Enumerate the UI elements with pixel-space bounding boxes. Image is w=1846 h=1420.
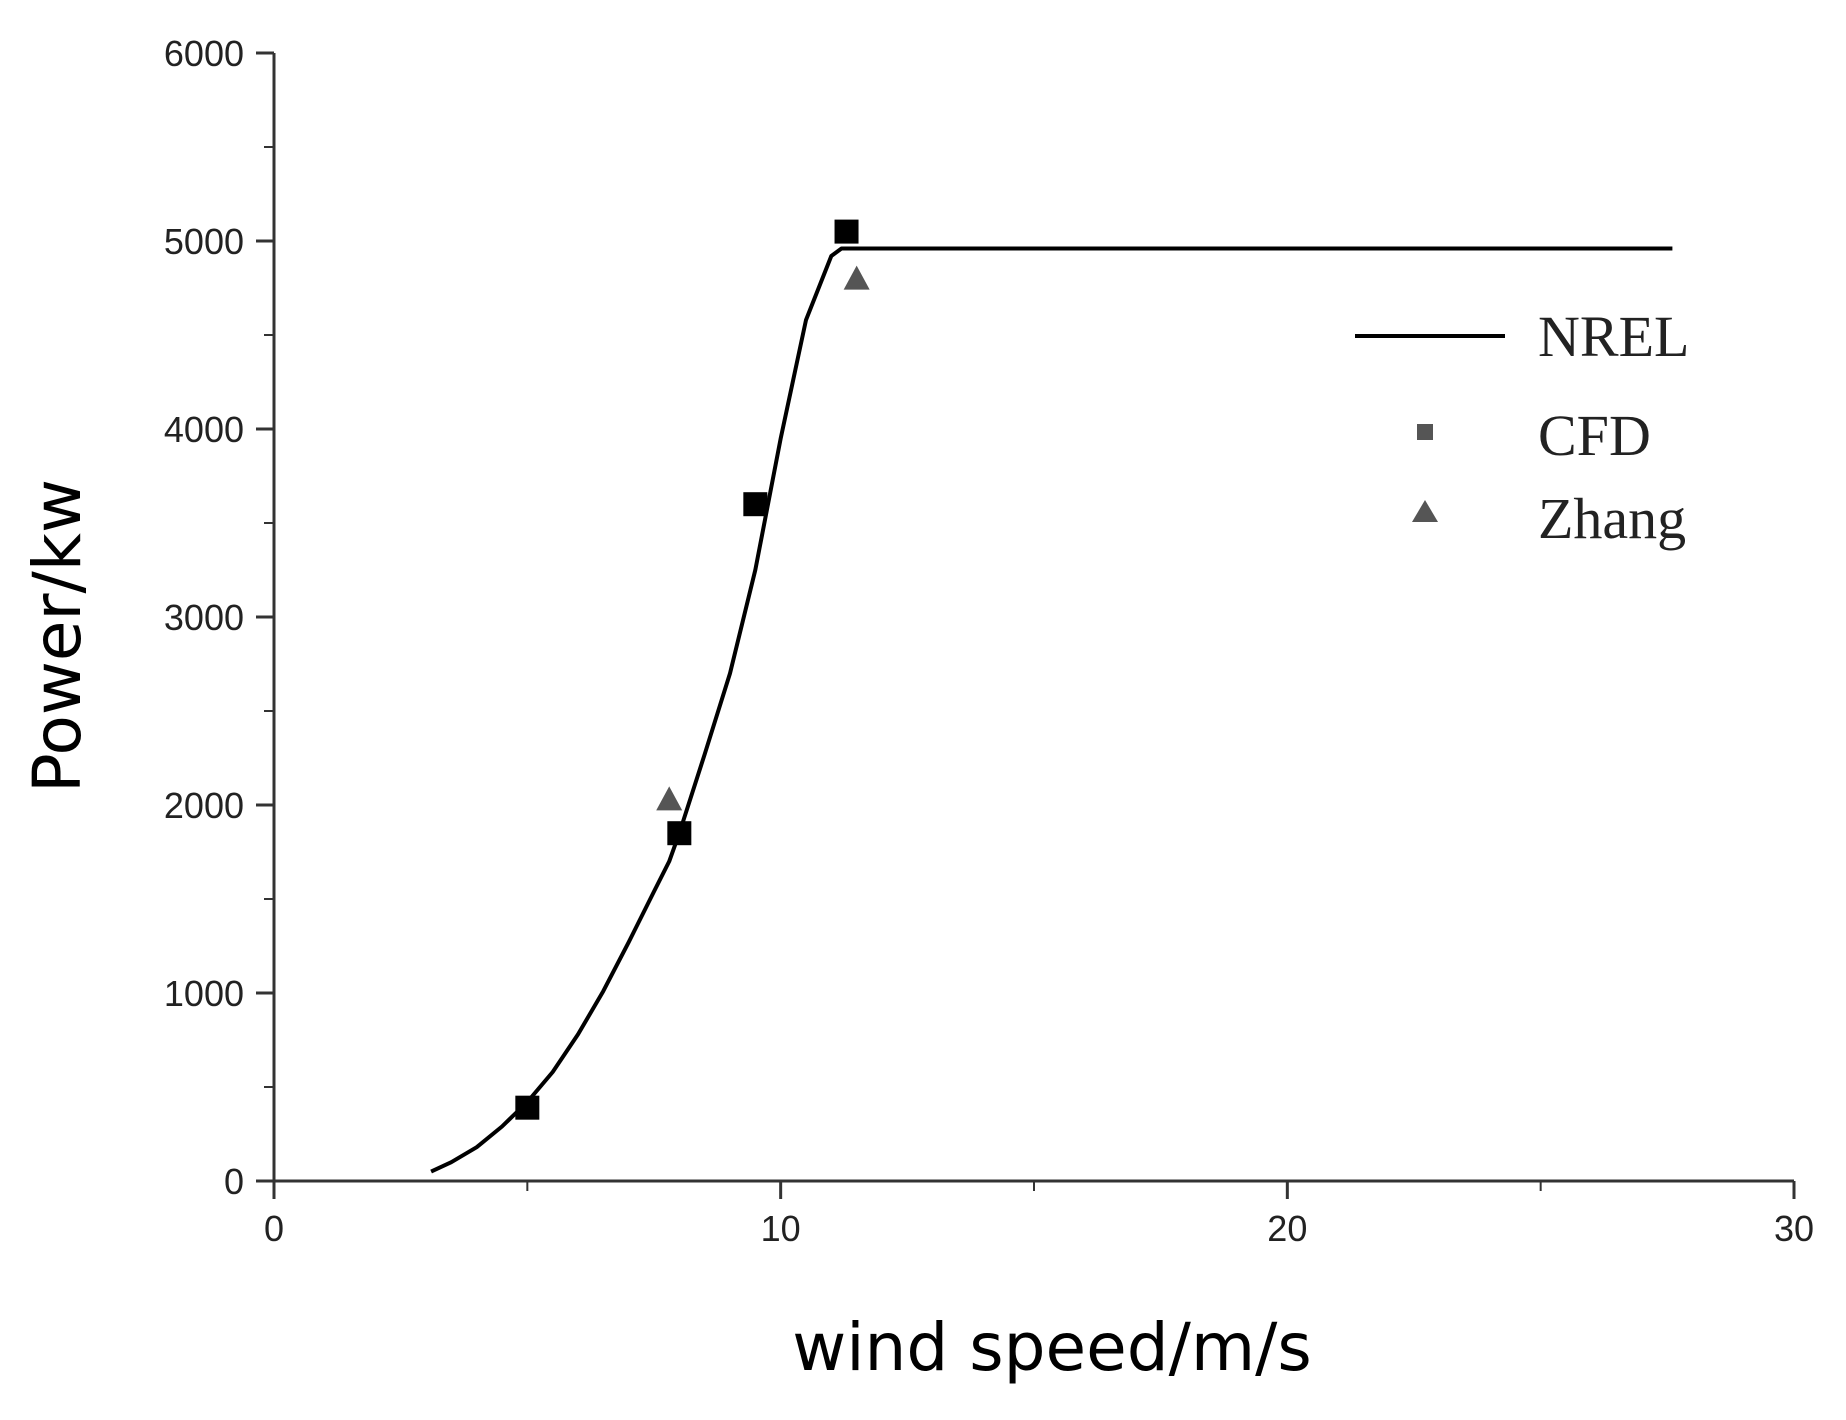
x-tick-label: 20 [1267, 1208, 1307, 1249]
point-cfd [667, 821, 692, 846]
legend-label-zhang: Zhang [1538, 486, 1686, 551]
x-axis-title: wind speed/m/s [792, 1309, 1312, 1386]
y-tick-label: 0 [224, 1161, 244, 1202]
x-tick-label: 30 [1774, 1208, 1814, 1249]
x-tick-label: 10 [761, 1208, 801, 1249]
legend: NREL CFD Zhang [1355, 304, 1689, 551]
y-tick-label: 2000 [164, 785, 244, 826]
series-line-nrel [430, 246, 1673, 1174]
legend-label-nrel: NREL [1538, 304, 1689, 369]
plot-area [430, 219, 1673, 1174]
y-axis-title: Power/kw [19, 479, 96, 793]
y-tick-label: 6000 [164, 33, 244, 74]
point-cfd [515, 1095, 540, 1120]
y-tick-label: 3000 [164, 597, 244, 638]
x-tick-label: 0 [264, 1208, 284, 1249]
legend-swatch-zhang [1412, 500, 1438, 522]
point-zhang [656, 786, 683, 811]
legend-swatch-cfd [1417, 424, 1433, 440]
axes [272, 53, 1794, 1183]
axis-ticks: 0 1000 2000 3000 4000 5000 6000 0 10 20 30 [164, 33, 1814, 1249]
point-zhang [843, 265, 870, 290]
y-tick-label: 5000 [164, 221, 244, 262]
y-tick-label: 1000 [164, 973, 244, 1014]
point-cfd [743, 492, 768, 517]
point-cfd [834, 219, 859, 244]
legend-label-cfd: CFD [1538, 403, 1651, 468]
y-tick-label: 4000 [164, 409, 244, 450]
